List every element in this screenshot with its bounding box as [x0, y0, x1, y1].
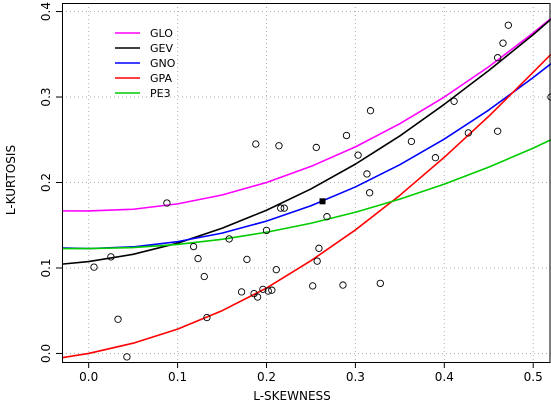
- sample-point: [494, 127, 502, 135]
- sample-point: [504, 21, 512, 29]
- x-tick-label: 0.5: [524, 370, 543, 384]
- sample-point: [309, 282, 317, 290]
- sample-point: [194, 254, 202, 263]
- distribution-curves: [62, 17, 551, 359]
- sample-point: [225, 235, 233, 243]
- legend-label-gpa: GPA: [150, 72, 172, 85]
- sample-point: [123, 353, 131, 361]
- sample-point: [407, 137, 416, 146]
- sample-point: [253, 293, 262, 301]
- curve-pe3: [62, 139, 551, 250]
- sample-point: [464, 129, 472, 137]
- x-axis: 0.0 0.1 0.2 0.3 0.4 0.5: [79, 362, 543, 384]
- x-tick-label: 0.0: [79, 370, 98, 384]
- sample-point: [252, 140, 260, 148]
- sample-point: [339, 281, 347, 289]
- sample-points: [90, 21, 551, 361]
- y-tick-label: 0.2: [39, 173, 53, 192]
- x-tick-label: 0.3: [346, 370, 365, 384]
- average-marker: [319, 198, 326, 205]
- y-tick-label: 0.0: [39, 344, 53, 363]
- sample-point: [114, 315, 122, 323]
- sample-point: [280, 204, 288, 212]
- sample-point: [163, 199, 171, 207]
- legend: GLO GEV GNO GPA PE3: [115, 27, 176, 100]
- sample-point: [243, 255, 251, 264]
- y-tick-label: 0.3: [39, 87, 53, 106]
- curve-gno: [62, 63, 551, 250]
- legend-label-gev: GEV: [150, 42, 173, 55]
- sample-point: [342, 131, 351, 140]
- y-axis: 0.0 0.1 0.2 0.3 0.4: [39, 2, 62, 363]
- sample-point: [315, 244, 323, 252]
- sample-point: [312, 143, 320, 152]
- sample-point: [259, 285, 267, 293]
- sample-point: [431, 154, 440, 162]
- sample-point: [494, 54, 502, 62]
- legend-label-glo: GLO: [150, 27, 173, 40]
- sample-point: [262, 226, 271, 235]
- x-axis-label: L-SKEWNESS: [253, 389, 331, 403]
- sample-point: [189, 242, 198, 251]
- sample-point: [313, 257, 321, 265]
- y-tick-label: 0.4: [39, 2, 53, 21]
- sample-point: [365, 189, 374, 197]
- sample-point: [354, 151, 362, 159]
- curve-gpa: [62, 53, 551, 359]
- average-marker-group: [319, 198, 326, 205]
- sample-point: [90, 263, 98, 271]
- plot-frame: [62, 3, 551, 363]
- legend-label-pe3: PE3: [150, 87, 171, 100]
- curve-gev: [62, 18, 551, 265]
- sample-point: [264, 287, 272, 295]
- sample-point: [200, 272, 208, 281]
- sample-point: [323, 213, 331, 221]
- sample-point: [363, 170, 371, 178]
- sample-point: [275, 142, 283, 150]
- sample-point: [376, 279, 384, 288]
- sample-point: [277, 204, 285, 212]
- y-tick-label: 0.1: [39, 258, 53, 277]
- sample-point: [237, 288, 246, 296]
- legend-label-gno: GNO: [150, 57, 176, 70]
- x-tick-label: 0.1: [168, 370, 187, 384]
- x-tick-label: 0.2: [257, 370, 276, 384]
- sample-point: [450, 97, 458, 105]
- sample-point: [203, 313, 211, 322]
- x-tick-label: 0.4: [435, 370, 454, 384]
- sample-point: [268, 286, 276, 294]
- sample-point: [499, 39, 507, 47]
- curve-glo: [62, 17, 551, 212]
- sample-point: [107, 253, 115, 261]
- y-axis-label: L-KURTOSIS: [4, 145, 18, 215]
- sample-point: [366, 107, 375, 115]
- sample-point: [272, 266, 280, 274]
- grid: [62, 3, 551, 362]
